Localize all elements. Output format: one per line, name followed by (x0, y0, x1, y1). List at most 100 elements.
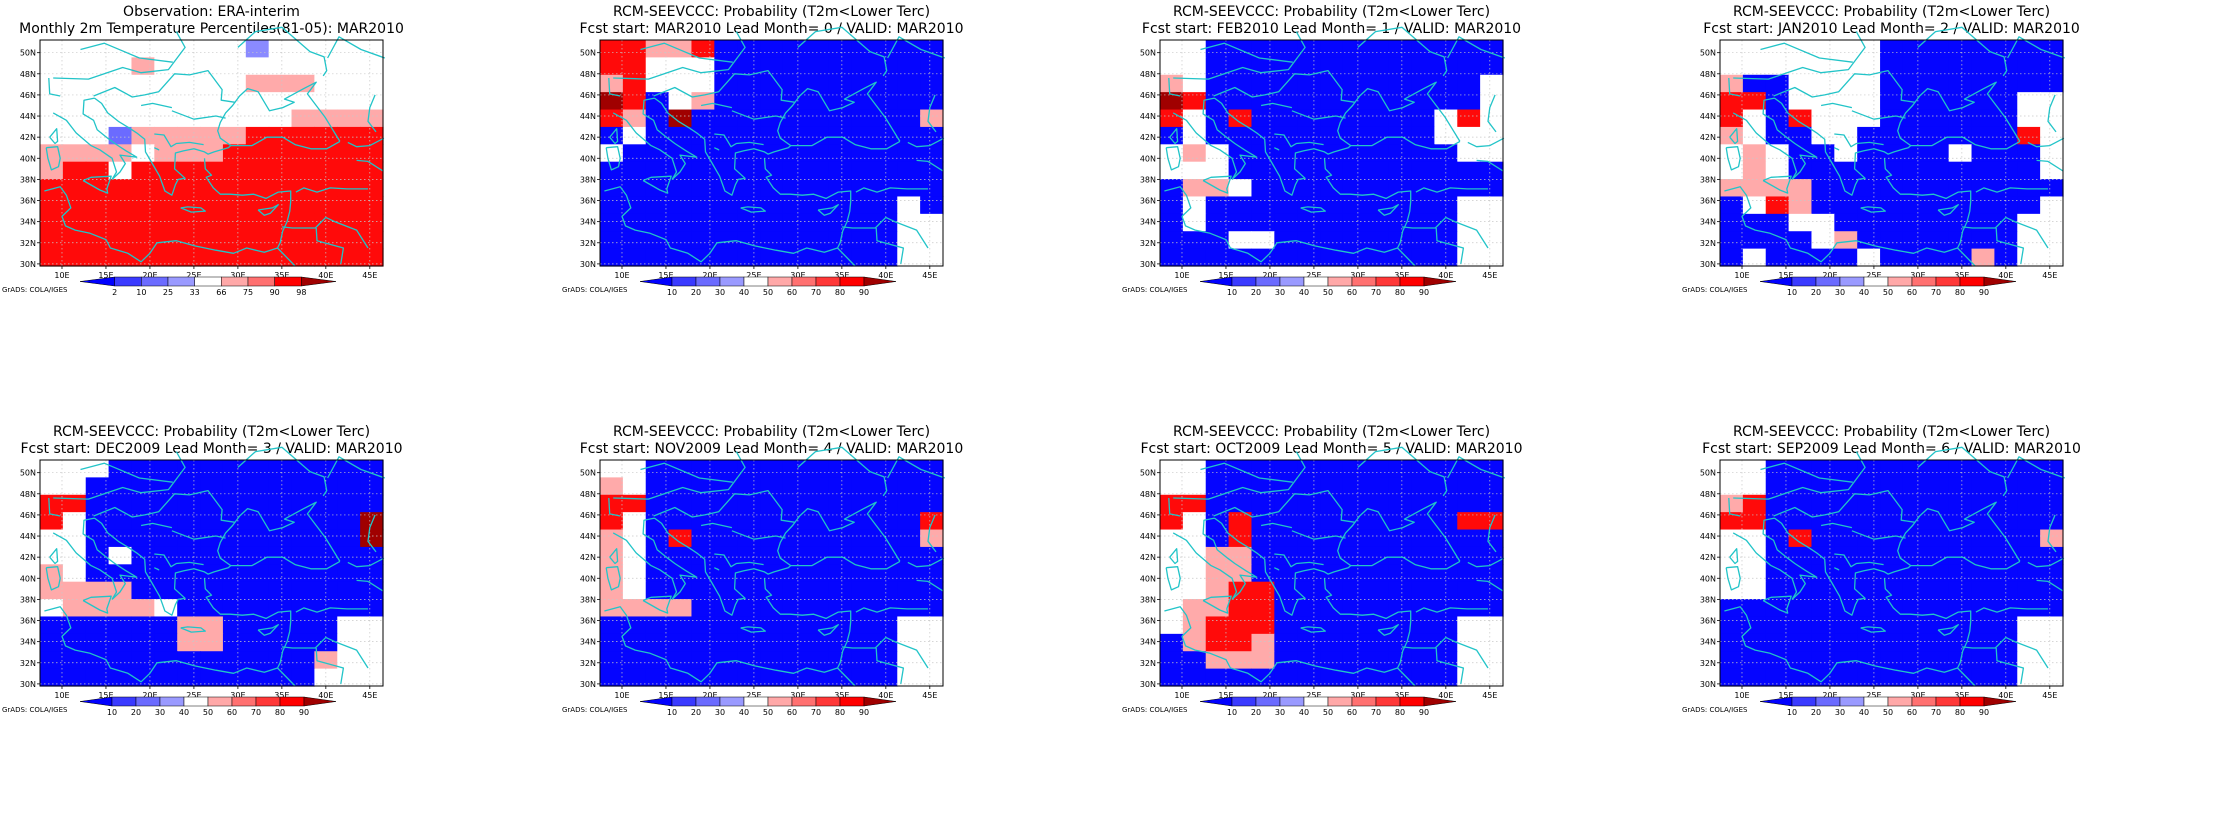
map-frame (1719, 459, 2064, 687)
colorbar-label: 70 (1931, 708, 1941, 717)
lat-tick-label: 42N (580, 133, 596, 142)
grid-cell (1342, 564, 1367, 583)
grid-cell (291, 231, 315, 250)
grid-cell (62, 248, 87, 267)
colorbar-label: 66 (216, 288, 226, 297)
grid-cell (1857, 599, 1881, 618)
grid-cell (1811, 477, 1835, 496)
grid-cell (40, 57, 64, 76)
grid-cell (2017, 599, 2041, 618)
grid-cell (2017, 179, 2041, 198)
grid-cell (337, 529, 361, 548)
grid-cell (1411, 616, 1435, 635)
lon-tick-label: 20E (1822, 691, 1837, 700)
grid-cell (108, 179, 133, 198)
grid-cell (1480, 477, 1504, 496)
grid-cell (645, 248, 670, 267)
grid-cell (245, 213, 270, 232)
grid-cell (177, 57, 201, 76)
grid-cell (1902, 231, 1927, 250)
grid-cell (1948, 196, 1973, 215)
grid-cell (737, 57, 761, 76)
grid-cell (1720, 581, 1744, 600)
lon-tick-label: 35E (274, 271, 289, 280)
grid-cell (1742, 92, 1767, 111)
lat-tick-label: 30N (580, 680, 596, 689)
grid-cell (40, 581, 64, 600)
grid-cell (1994, 668, 2018, 687)
grid-cell (1365, 460, 1390, 478)
grid-cell (1457, 477, 1481, 496)
grid-cell (1948, 109, 1973, 128)
grid-cell (714, 668, 738, 687)
grid-cell (245, 196, 270, 215)
grid-cell (920, 529, 944, 548)
grid-cell (760, 651, 784, 670)
grid-cell (1742, 161, 1767, 180)
grid-cell (1971, 477, 1995, 496)
grid-cell (600, 92, 624, 111)
grid-cell (131, 57, 155, 76)
grid-cell (1160, 651, 1184, 670)
grid-cell (1925, 196, 1950, 215)
grid-cell (1811, 668, 1835, 687)
grid-cell (1251, 564, 1275, 583)
grid-cells (1720, 460, 2064, 687)
lon-tick-label: 10E (1174, 271, 1189, 280)
grid-cell (1228, 616, 1253, 635)
grid-cell (1411, 213, 1435, 232)
grid-cell (85, 161, 110, 180)
colorbar-label: 60 (227, 708, 237, 717)
grid-cell (760, 92, 784, 111)
grid-cell (897, 633, 921, 652)
grid-cell (1880, 57, 1904, 76)
grid-cell (691, 57, 715, 76)
grid-cell (1811, 599, 1835, 618)
grid-cell (222, 231, 247, 250)
grid-cell (668, 144, 693, 163)
grid-cell (360, 40, 384, 58)
grid-cell (1228, 40, 1253, 58)
grid-cell (1342, 231, 1367, 250)
grid-cell (154, 460, 178, 478)
grid-cell (1160, 231, 1184, 250)
panel-subtitle: Fcst start: NOV2009 Lead Month= 4 / VALI… (580, 441, 963, 457)
colorbar-label: 20 (691, 288, 701, 297)
grid-cell (1342, 633, 1367, 652)
grid-cell (291, 161, 315, 180)
grid-cell (1182, 633, 1207, 652)
grid-cell (622, 40, 647, 58)
grid-cell (1274, 616, 1298, 635)
grid-cell (245, 126, 270, 145)
grid-cell (1160, 161, 1184, 180)
grid-cell (1902, 633, 1927, 652)
grid-cell (1457, 512, 1481, 531)
grid-cell (177, 144, 201, 163)
grid-cell (268, 529, 293, 548)
grid-cell (200, 74, 224, 93)
grid-cell (154, 109, 178, 128)
grid-cell (360, 213, 384, 232)
grid-cell (1251, 213, 1275, 232)
grid-cell (1274, 144, 1298, 163)
map-panel: Observation: ERA-interim Monthly 2m Tempe… (0, 0, 560, 420)
grid-cell (600, 512, 624, 531)
grid-cell (1434, 248, 1458, 267)
grid-cell (40, 546, 64, 565)
grid-cell (645, 633, 670, 652)
grid-cell (1365, 74, 1390, 93)
coastlines (1164, 26, 1506, 267)
grid-cell (1205, 651, 1230, 670)
grid-cell (691, 494, 715, 513)
grid-cell (737, 248, 761, 267)
grid-cell (1742, 248, 1767, 267)
grid-cell (600, 126, 624, 145)
grid-cell (337, 92, 361, 111)
grid-cell (2040, 161, 2064, 180)
grid-cell (360, 477, 384, 496)
grid-cell (2040, 581, 2064, 600)
grid-cell (691, 616, 715, 635)
lon-tick-label: 10E (1174, 691, 1189, 700)
grid-cell (737, 144, 761, 163)
grid-cell (1834, 144, 1858, 163)
